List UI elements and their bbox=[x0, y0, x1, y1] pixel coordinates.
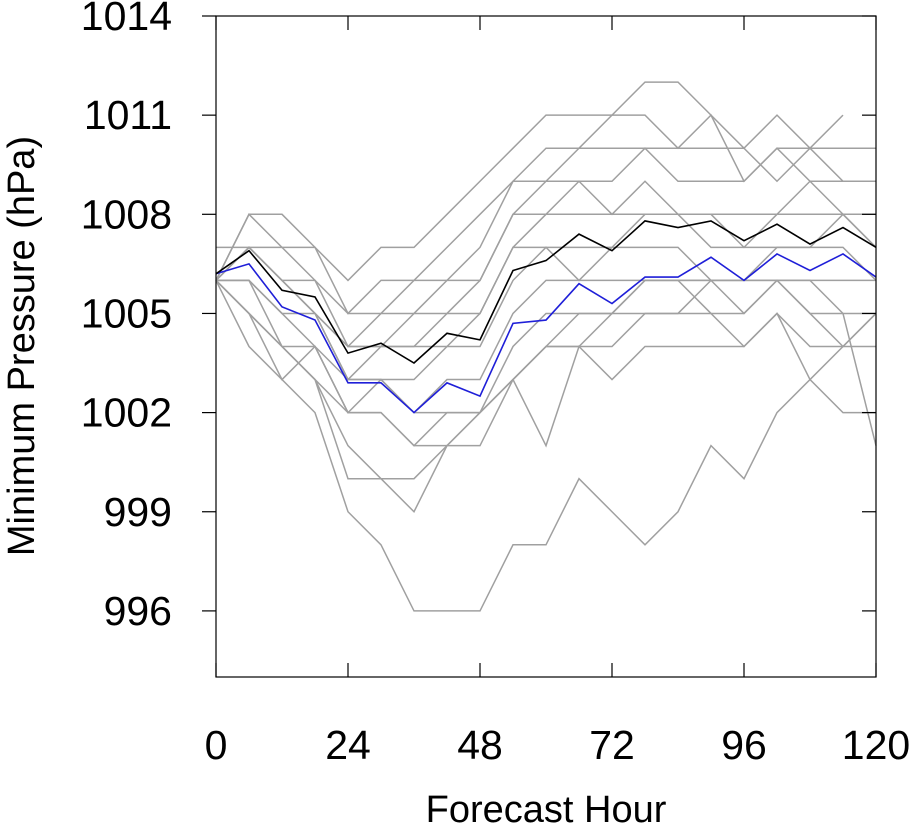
highlight-line bbox=[215, 253, 877, 414]
x-tick-label: 72 bbox=[589, 722, 635, 768]
x-tick-label: 120 bbox=[842, 722, 910, 768]
plot-frame bbox=[215, 15, 877, 678]
y-tick-label: 1002 bbox=[81, 390, 172, 436]
tick-labels: 0 24 48 72 96 120 996 999 1002 1005 1008 1011 1014 bbox=[81, 0, 910, 768]
y-tick-label: 1005 bbox=[81, 290, 172, 336]
member-line-3 bbox=[215, 147, 876, 315]
y-tick-label: 1008 bbox=[81, 191, 172, 237]
y-tick-label: 1011 bbox=[84, 92, 172, 138]
member-line-11 bbox=[215, 279, 876, 447]
x-tick-label: 24 bbox=[325, 722, 371, 768]
series-lines bbox=[215, 81, 877, 612]
x-axis-label: Forecast Hour bbox=[426, 789, 667, 827]
member-line-8 bbox=[216, 246, 877, 381]
member-line-12 bbox=[215, 279, 876, 448]
y-axis-label: Minimum Pressure (hPa) bbox=[1, 136, 43, 556]
y-tick-label: 1014 bbox=[81, 0, 172, 39]
member-line-4 bbox=[216, 147, 876, 348]
member-line-1 bbox=[215, 81, 844, 282]
mean-line bbox=[215, 220, 877, 365]
x-tick-label: 48 bbox=[457, 722, 503, 768]
x-tick-label: 96 bbox=[721, 722, 767, 768]
member-line-14 bbox=[215, 279, 877, 480]
member-line-6 bbox=[215, 213, 877, 348]
y-tick-label: 999 bbox=[104, 489, 172, 535]
y-tick-label: 996 bbox=[104, 588, 172, 634]
x-tick-label: 0 bbox=[205, 722, 228, 768]
member-line-15 bbox=[215, 280, 877, 612]
axis-ticks bbox=[202, 15, 877, 677]
